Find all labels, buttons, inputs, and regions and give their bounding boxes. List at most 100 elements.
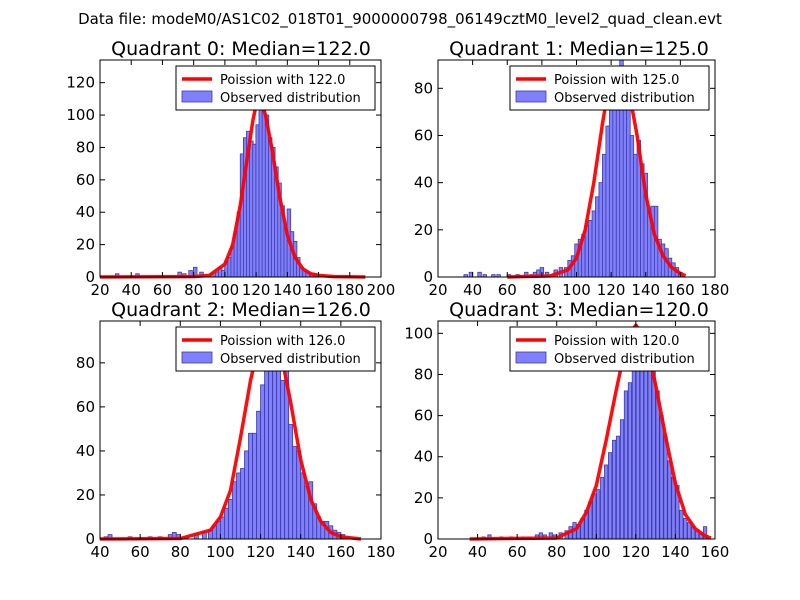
histogram-bar bbox=[256, 410, 261, 540]
legend-bar-label: Observed distribution bbox=[554, 91, 695, 106]
histogram-bar bbox=[220, 516, 225, 540]
quadrant-0-panel: Quadrant 0: Median=122.0 20 40 60 80 100 120 1… bbox=[66, 38, 395, 299]
x-tick-label: 100 bbox=[562, 281, 591, 299]
histogram-bar bbox=[635, 353, 640, 540]
y-tick-label: 20 bbox=[76, 236, 95, 254]
y-tick-label: 40 bbox=[76, 203, 95, 221]
histogram-bar bbox=[631, 369, 636, 540]
x-tick-label: 120 bbox=[622, 543, 651, 561]
quadrant-1-title: Quadrant 1: Median=125.0 bbox=[449, 38, 709, 60]
histogram-bar bbox=[663, 435, 668, 540]
histogram-bar bbox=[595, 196, 600, 278]
y-tick-label: 80 bbox=[414, 365, 433, 383]
histogram-bar bbox=[615, 102, 621, 278]
quadrant-2-title: Quadrant 2: Median=126.0 bbox=[111, 299, 371, 321]
histogram-bar bbox=[612, 87, 617, 278]
legend-bar-swatch bbox=[515, 90, 547, 103]
y-tick-label: 0 bbox=[85, 268, 95, 286]
legend-line-label: Poission with 126.0 bbox=[220, 334, 345, 349]
legend-line-label: Poission with 120.0 bbox=[554, 334, 679, 349]
legend-bar-label: Observed distribution bbox=[220, 91, 361, 106]
x-tick-label: 180 bbox=[335, 281, 364, 299]
quadrant-1-panel: Quadrant 1: Median=125.0 20 40 60 80 100 120 1… bbox=[414, 38, 729, 299]
histogram-bar bbox=[300, 472, 306, 540]
y-tick-label: 100 bbox=[66, 106, 95, 124]
histogram-bar bbox=[228, 498, 233, 540]
legend-bar-label: Observed distribution bbox=[554, 352, 695, 367]
histogram-bar bbox=[292, 446, 298, 540]
histogram-bar bbox=[612, 439, 617, 540]
legend-bar-swatch bbox=[181, 90, 213, 103]
x-tick-label: 40 bbox=[468, 543, 487, 561]
histogram-bar bbox=[477, 271, 482, 278]
histogram-bar bbox=[605, 125, 610, 278]
x-tick-label: 200 bbox=[367, 281, 396, 299]
legend: Poission with 126.0 Observed distribution bbox=[175, 326, 376, 372]
histogram-bar bbox=[598, 182, 603, 278]
histogram-bar bbox=[248, 432, 253, 540]
axes-frame bbox=[99, 320, 382, 540]
x-tick-label: 160 bbox=[304, 281, 333, 299]
histogram-bar bbox=[596, 489, 601, 540]
histogram-bar bbox=[615, 435, 621, 540]
x-tick-label: 60 bbox=[508, 543, 527, 561]
histogram-bar bbox=[224, 507, 229, 540]
x-tick-label: 140 bbox=[273, 281, 302, 299]
x-tick-label: 100 bbox=[211, 281, 240, 299]
histogram-bar bbox=[268, 358, 274, 540]
histogram-bar bbox=[244, 450, 249, 540]
histogram-bar bbox=[626, 102, 631, 278]
x-tick-label: 80 bbox=[532, 281, 551, 299]
suptitle: Data file: modeM0/AS1C02_018T01_90000007… bbox=[78, 10, 722, 29]
legend: Poission with 125.0 Observed distribution bbox=[509, 65, 710, 111]
y-tick-label: 0 bbox=[85, 530, 95, 548]
x-tick-label: 60 bbox=[498, 281, 517, 299]
x-tick-label: 120 bbox=[246, 543, 275, 561]
histogram-bar bbox=[260, 384, 265, 540]
histogram-bar bbox=[659, 415, 664, 540]
histogram-bar bbox=[687, 522, 692, 540]
x-tick-label: 40 bbox=[463, 281, 482, 299]
y-tick-label: 40 bbox=[414, 448, 433, 466]
histogram-bar bbox=[591, 210, 596, 278]
histogram-bar bbox=[608, 452, 613, 540]
y-tick-label: 80 bbox=[414, 79, 433, 97]
x-tick-label: 20 bbox=[90, 281, 109, 299]
histogram-bar bbox=[647, 369, 652, 540]
histogram-bar bbox=[629, 135, 635, 278]
histogram-bar bbox=[623, 390, 629, 540]
y-tick-label: 60 bbox=[76, 171, 95, 189]
x-tick-label: 40 bbox=[90, 543, 109, 561]
legend-line-label: Poission with 122.0 bbox=[220, 73, 345, 88]
histogram-bar bbox=[236, 472, 241, 540]
x-tick-label: 140 bbox=[661, 543, 690, 561]
y-tick-label: 60 bbox=[414, 126, 433, 144]
histogram-bar bbox=[643, 349, 648, 540]
histogram-bar bbox=[679, 509, 684, 540]
quadrant-2-panel: Quadrant 2: Median=126.0 40 60 80 100 120 140… bbox=[76, 299, 395, 561]
x-tick-label: 180 bbox=[367, 543, 396, 561]
histogram-bar bbox=[619, 419, 625, 540]
axes-frame bbox=[437, 320, 716, 540]
x-tick-label: 180 bbox=[701, 281, 730, 299]
y-tick-label: 20 bbox=[414, 221, 433, 239]
x-tick-label: 40 bbox=[122, 281, 141, 299]
axes-frame bbox=[99, 59, 382, 278]
histogram-bar bbox=[288, 424, 294, 540]
quadrant-3-panel: Quadrant 3: Median=120.0 20 40 60 80 100 120 1… bbox=[404, 299, 729, 561]
y-tick-label: 0 bbox=[423, 268, 433, 286]
y-tick-label: 120 bbox=[66, 74, 95, 92]
histogram-bar bbox=[232, 481, 237, 540]
x-tick-label: 100 bbox=[582, 543, 611, 561]
legend-box bbox=[175, 65, 376, 111]
histogram-bar bbox=[633, 153, 638, 278]
histogram-bar bbox=[592, 493, 597, 540]
x-tick-label: 80 bbox=[547, 543, 566, 561]
quadrant-0-title: Quadrant 0: Median=122.0 bbox=[111, 38, 371, 60]
x-tick-label: 140 bbox=[286, 543, 315, 561]
x-tick-label: 20 bbox=[428, 543, 447, 561]
histogram-bar bbox=[264, 366, 269, 540]
histogram-bar bbox=[683, 518, 688, 540]
legend-bar-swatch bbox=[515, 351, 547, 364]
